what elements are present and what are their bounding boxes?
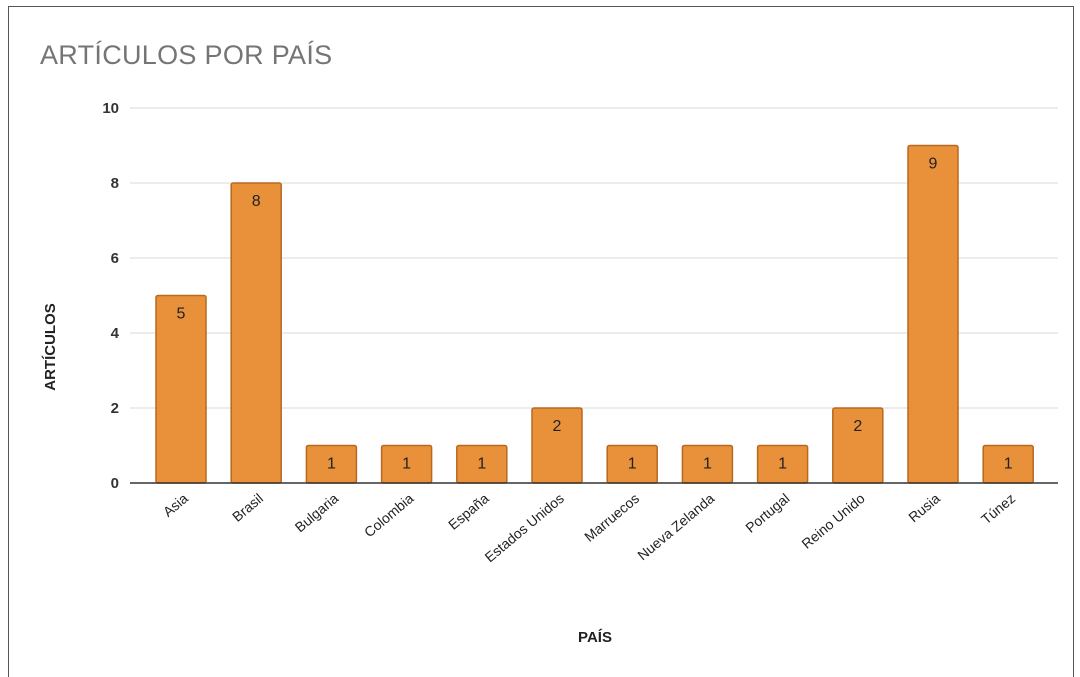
bar-value-label: 1 bbox=[778, 456, 787, 473]
gridlines bbox=[130, 107, 1058, 409]
x-axis-categories: Asia Brasil Bulgaria Colombia EspañaEstados … bbox=[160, 490, 1018, 565]
y-tick-label: 0 bbox=[111, 475, 119, 492]
y-tick-label: 6 bbox=[111, 250, 119, 267]
bar-value-label: 1 bbox=[402, 456, 411, 473]
bar-value-label: 1 bbox=[703, 456, 712, 473]
x-axis-title: PAÍS bbox=[578, 629, 612, 646]
y-axis-ticks: 0 2 4 6 8 10 bbox=[102, 100, 119, 492]
bar-value-label: 8 bbox=[252, 193, 261, 210]
x-category-label: Nueva Zelanda bbox=[634, 490, 717, 563]
x-category-label: Asia bbox=[160, 490, 191, 520]
bar-value-label: 5 bbox=[177, 306, 186, 323]
x-category-label: Portugal bbox=[742, 490, 792, 536]
y-axis-title: ARTÍCULOS bbox=[42, 303, 59, 391]
y-tick-label: 4 bbox=[111, 325, 120, 342]
bar-value-label: 1 bbox=[327, 456, 336, 473]
x-category-label: Brasil bbox=[229, 490, 266, 525]
x-category-label: Estados Unidos bbox=[482, 490, 567, 565]
y-tick-label: 2 bbox=[111, 400, 119, 417]
x-category-label: España bbox=[445, 490, 492, 533]
bar bbox=[230, 182, 282, 484]
bar bbox=[907, 144, 959, 484]
x-category-label: Bulgaria bbox=[292, 490, 342, 535]
y-tick-label: 8 bbox=[111, 175, 119, 192]
bar-value-label: 1 bbox=[1004, 456, 1013, 473]
x-category-label: Colombia bbox=[361, 490, 417, 540]
x-category-label: Marruecos bbox=[581, 490, 642, 545]
bar-value-label: 1 bbox=[477, 456, 486, 473]
bar-value-label: 1 bbox=[628, 456, 637, 473]
chart-title: ARTÍCULOS POR PAÍS bbox=[40, 40, 333, 70]
bars bbox=[155, 144, 1034, 484]
bar-value-label: 2 bbox=[553, 418, 562, 435]
x-category-label: Reino Unido bbox=[798, 490, 867, 552]
y-tick-label: 10 bbox=[102, 100, 119, 117]
bar bbox=[155, 294, 207, 484]
bar-value-label: 2 bbox=[853, 418, 862, 435]
bar-value-label: 9 bbox=[929, 156, 938, 173]
chart-frame bbox=[8, 6, 1074, 677]
x-category-label: Rusia bbox=[905, 490, 943, 525]
x-category-label: Túnez bbox=[978, 490, 1018, 527]
